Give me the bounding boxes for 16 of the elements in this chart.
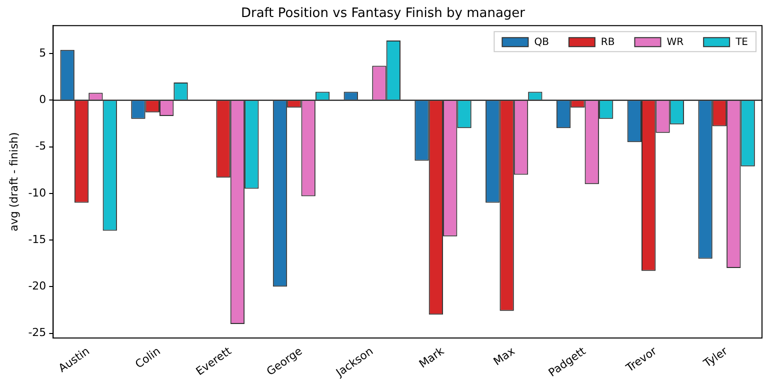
y-tick-label: -25 [28,326,46,340]
legend-label: WR [666,37,684,48]
legend-label: QB [534,37,550,48]
y-tick-label: 5 [39,46,46,60]
y-tick-label: -5 [35,140,46,153]
y-tick-label: -10 [28,186,46,200]
x-tick-label: Tyler [700,344,730,371]
y-tick-label: -15 [28,232,46,246]
chart-title: Draft Position vs Fantasy Finish by manager [240,6,526,22]
x-tick-label: Colin [132,344,163,371]
legend-label: TE [734,37,748,48]
x-tick-label: Max [491,344,518,368]
y-tick-label: -20 [28,280,46,293]
y-tick-label: 0 [39,93,46,106]
legend-label: RB [600,37,615,48]
y-axis-title: avg (draft - finish) [7,132,20,232]
